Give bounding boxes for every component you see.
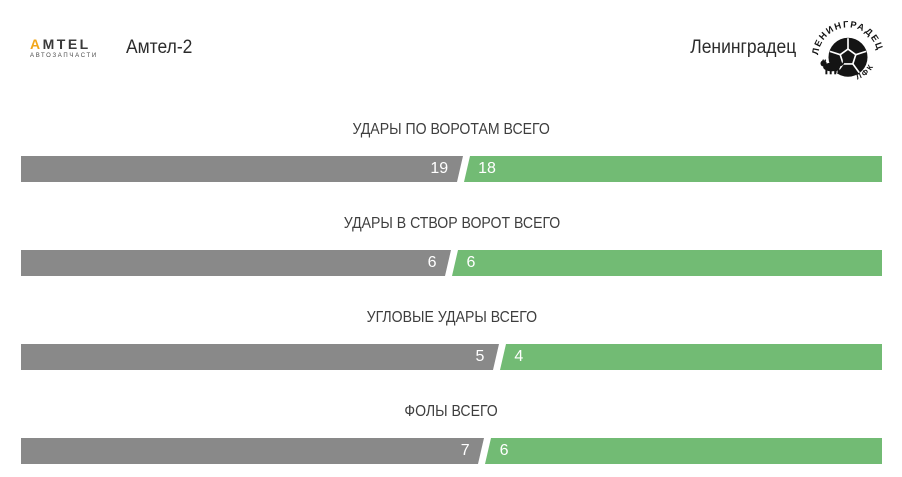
stat-bar: 5 4 [21, 344, 882, 370]
stat-row-shots-total: УДАРЫ ПО ВОРОТАМ ВСЕГО 19 18 [21, 120, 882, 182]
away-team-name: Ленинградец [689, 37, 796, 58]
stat-bar: 19 18 [21, 156, 882, 182]
stat-title-text: УДАРЫ ПО ВОРОТАМ ВСЕГО [352, 121, 551, 138]
stat-row-corners: УГЛОВЫЕ УДАРЫ ВСЕГО 5 4 [21, 308, 882, 370]
stat-bar: 6 6 [21, 250, 882, 276]
stat-row-shots-on-target: УДАРЫ В СТВОР ВОРОТ ВСЕГО 6 6 [21, 214, 882, 276]
away-value: 4 [514, 348, 524, 365]
away-value: 6 [466, 254, 476, 271]
home-team: AMTEL АВТОЗАПЧАСТИ Амтел-2 [30, 37, 198, 59]
stat-title: УДАРЫ В СТВОР ВОРОТ ВСЕГО [21, 214, 882, 233]
home-bar-segment [21, 344, 500, 370]
away-team-logo: ЛЕНИНГРАДЕЦ [810, 19, 883, 81]
away-team: Ленинградец ЛЕНИНГРАДЕЦ [681, 10, 886, 86]
away-value: 6 [499, 442, 509, 459]
scoreboard-header: AMTEL АВТОЗАПЧАСТИ Амтел-2 Ленинградец Л… [0, 0, 902, 96]
stat-title-text: ФОЛЫ ВСЕГО [404, 403, 499, 420]
home-value: 6 [427, 254, 437, 271]
stat-title-text: УДАРЫ В СТВОР ВОРОТ ВСЕГО [343, 215, 560, 232]
stat-row-fouls: ФОЛЫ ВСЕГО 7 6 [21, 402, 882, 464]
home-bar-segment [21, 250, 452, 276]
stat-title: ФОЛЫ ВСЕГО [21, 402, 882, 421]
home-team-logo: AMTEL АВТОЗАПЧАСТИ [30, 37, 98, 59]
lynx-silhouette-icon [820, 58, 845, 75]
stat-title-text: УГЛОВЫЕ УДАРЫ ВСЕГО [366, 309, 537, 326]
home-bar-segment [21, 438, 485, 464]
match-stats-panel: УДАРЫ ПО ВОРОТАМ ВСЕГО 19 18 УДАРЫ В СТВ… [0, 120, 902, 464]
home-value: 7 [460, 442, 470, 459]
home-value: 5 [475, 348, 485, 365]
home-team-name: Амтел-2 [125, 37, 193, 58]
stat-title: УДАРЫ ПО ВОРОТАМ ВСЕГО [21, 120, 882, 139]
stat-bar: 7 6 [21, 438, 882, 464]
away-value: 18 [478, 160, 496, 177]
home-bar-segment [21, 156, 464, 182]
home-value: 19 [430, 160, 449, 177]
stat-title: УГЛОВЫЕ УДАРЫ ВСЕГО [21, 308, 882, 327]
amtel-brand-wordmark: AMTEL [30, 36, 91, 52]
amtel-tagline: АВТОЗАПЧАСТИ [30, 53, 98, 59]
